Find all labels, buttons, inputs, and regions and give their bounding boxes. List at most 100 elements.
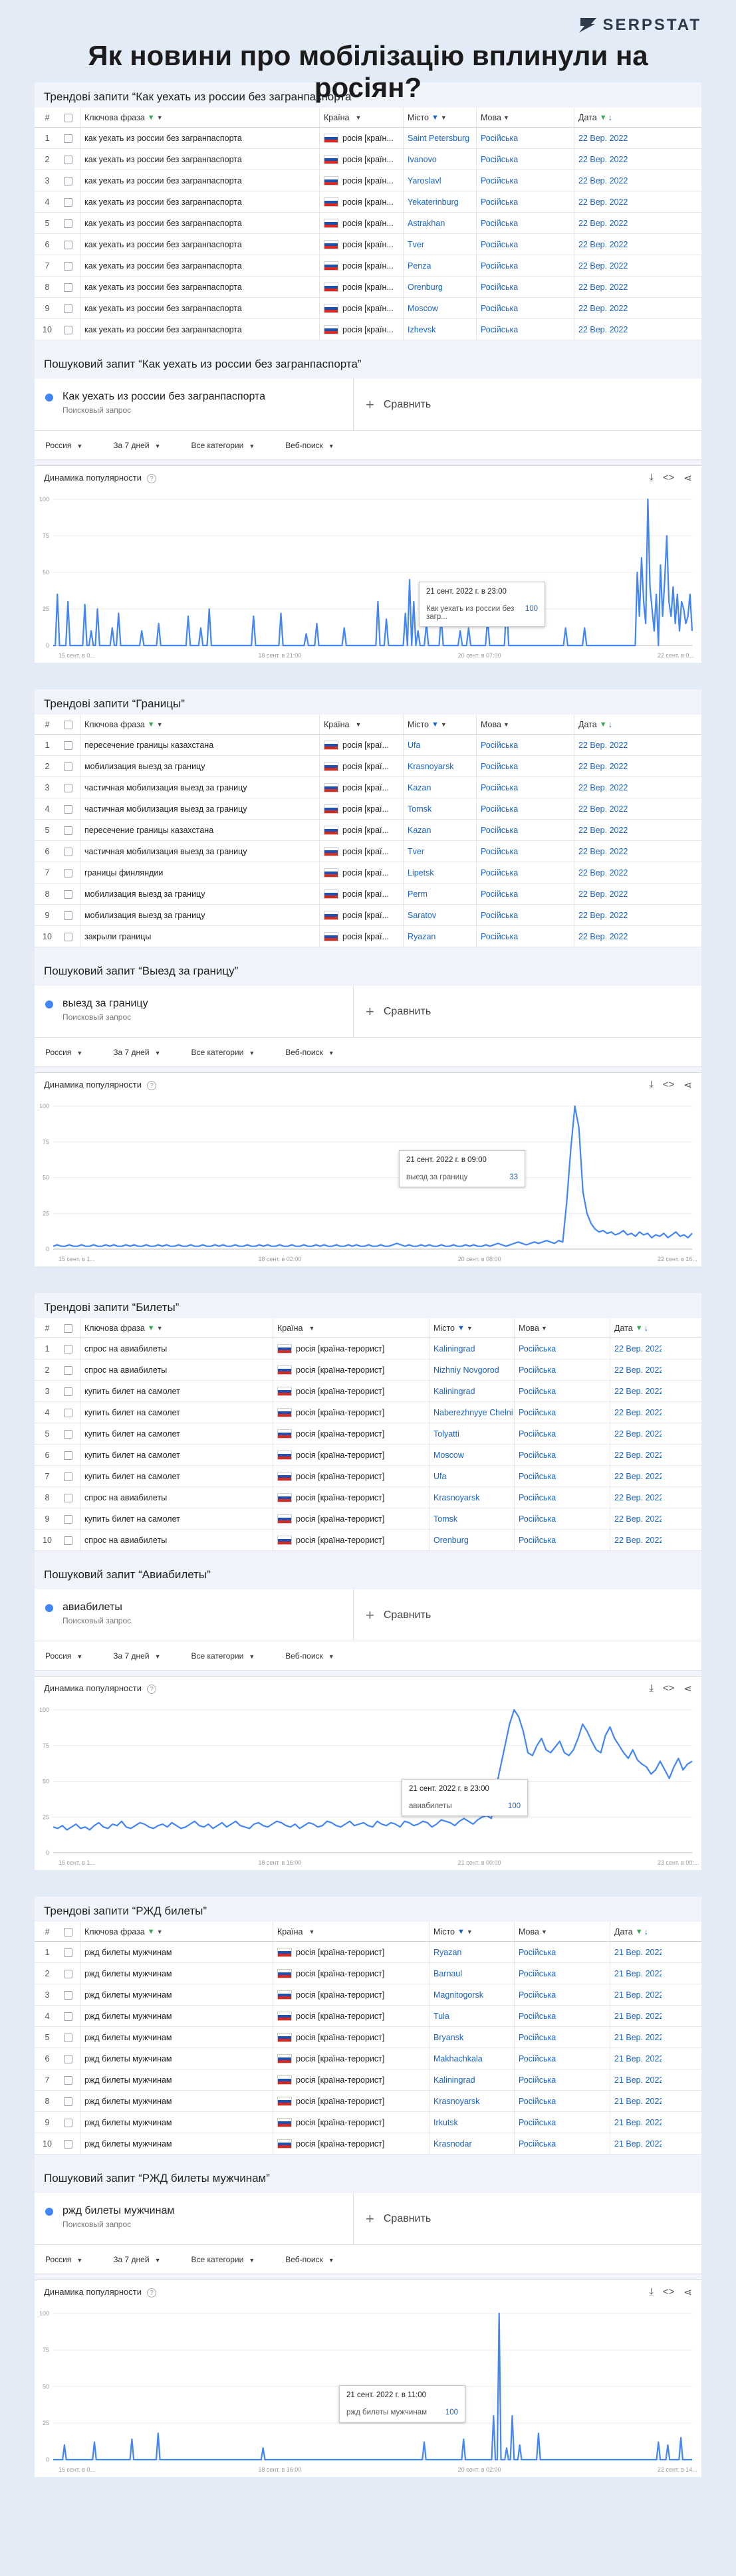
city-link[interactable]: Tver <box>403 841 476 862</box>
download-icon[interactable]: ⤓ <box>649 2286 654 2297</box>
filter-icon[interactable]: ▼ <box>635 1324 643 1332</box>
row-checkbox[interactable] <box>60 1386 80 1396</box>
language-link[interactable]: Російська <box>514 1423 610 1444</box>
chevron-down-icon[interactable]: ▼ <box>503 721 509 728</box>
filter-dropdown[interactable]: За 7 дней ▼ <box>113 441 160 450</box>
city-link[interactable]: Ivanovo <box>403 149 476 170</box>
language-link[interactable]: Російська <box>514 1381 610 1401</box>
col-country[interactable]: Країна ▼ <box>273 1318 429 1338</box>
filter-dropdown[interactable]: Веб-поиск ▼ <box>285 1048 334 1057</box>
row-checkbox[interactable] <box>60 846 80 856</box>
filter-dropdown[interactable]: Все категории ▼ <box>191 1651 255 1661</box>
row-checkbox[interactable] <box>60 804 80 814</box>
language-link[interactable]: Російська <box>514 1508 610 1529</box>
language-link[interactable]: Російська <box>514 1984 610 2005</box>
row-checkbox[interactable] <box>60 761 80 771</box>
row-checkbox[interactable] <box>60 782 80 792</box>
language-link[interactable]: Російська <box>514 2091 610 2111</box>
city-link[interactable]: Kazan <box>403 777 476 798</box>
city-link[interactable]: Penza <box>403 255 476 276</box>
compare-button[interactable]: + Сравнить <box>354 2193 443 2244</box>
filter-dropdown[interactable]: Россия ▼ <box>45 1048 82 1057</box>
language-link[interactable]: Російська <box>514 2133 610 2154</box>
chevron-down-icon[interactable]: ▼ <box>308 1928 315 1935</box>
language-link[interactable]: Російська <box>514 1942 610 1962</box>
language-link[interactable]: Російська <box>476 756 574 776</box>
filter-dropdown[interactable]: За 7 дней ▼ <box>113 1651 160 1661</box>
col-date[interactable]: Дата ▼ ↓ <box>574 715 635 734</box>
city-link[interactable]: Magnitogorsk <box>429 1984 514 2005</box>
col-language[interactable]: Мова ▼ <box>514 1318 610 1338</box>
city-link[interactable]: Lipetsk <box>403 862 476 883</box>
row-checkbox[interactable] <box>60 2032 80 2042</box>
language-link[interactable]: Російська <box>514 1530 610 1550</box>
city-link[interactable]: Orenburg <box>429 1530 514 1550</box>
row-checkbox[interactable] <box>60 2117 80 2127</box>
compare-button[interactable]: + Сравнить <box>354 379 443 430</box>
row-checkbox[interactable] <box>60 324 80 334</box>
share-icon[interactable]: ⋖ <box>683 1080 692 1091</box>
city-link[interactable]: Astrakhan <box>403 213 476 233</box>
filter-icon[interactable]: ▼ <box>431 113 439 122</box>
filter-icon[interactable]: ▼ <box>147 113 155 122</box>
row-checkbox[interactable] <box>60 218 80 228</box>
search-term[interactable]: Как уехать из россии без загранпаспорта … <box>35 379 354 430</box>
language-link[interactable]: Російська <box>476 883 574 904</box>
city-link[interactable]: Kaliningrad <box>429 1338 514 1359</box>
language-link[interactable]: Російська <box>476 319 574 340</box>
city-link[interactable]: Saratov <box>403 905 476 925</box>
city-link[interactable]: Krasnoyarsk <box>403 756 476 776</box>
filter-icon[interactable]: ▼ <box>599 113 607 122</box>
city-link[interactable]: Tomsk <box>403 798 476 819</box>
row-checkbox[interactable] <box>60 2053 80 2063</box>
city-link[interactable]: Tver <box>403 234 476 255</box>
select-all-checkbox[interactable] <box>60 1927 80 1936</box>
language-link[interactable]: Російська <box>476 820 574 840</box>
search-term[interactable]: авиабилеты Поисковый запрос <box>35 1589 354 1641</box>
col-country[interactable]: Країна ▼ <box>319 108 403 127</box>
filter-dropdown[interactable]: Веб-поиск ▼ <box>285 2255 334 2264</box>
embed-icon[interactable]: <> <box>662 1683 675 1694</box>
city-link[interactable]: Moscow <box>403 298 476 318</box>
language-link[interactable]: Російська <box>514 1487 610 1508</box>
filter-icon[interactable]: ▼ <box>599 720 607 729</box>
city-link[interactable]: Naberezhnyye Chelni <box>429 1402 514 1423</box>
col-country[interactable]: Країна ▼ <box>273 1922 429 1941</box>
share-icon[interactable]: ⋖ <box>683 473 692 484</box>
city-link[interactable]: Irkutsk <box>429 2112 514 2133</box>
city-link[interactable]: Saint Petersburg <box>403 128 476 148</box>
chevron-down-icon[interactable]: ▼ <box>355 721 362 728</box>
city-link[interactable]: Krasnoyarsk <box>429 1487 514 1508</box>
city-link[interactable]: Ryazan <box>403 926 476 947</box>
row-checkbox[interactable] <box>60 889 80 899</box>
row-checkbox[interactable] <box>60 1344 80 1353</box>
language-link[interactable]: Російська <box>476 149 574 170</box>
city-link[interactable]: Krasnoyarsk <box>429 2091 514 2111</box>
city-link[interactable]: Barnaul <box>429 1963 514 1984</box>
row-checkbox[interactable] <box>60 303 80 313</box>
language-link[interactable]: Російська <box>514 2069 610 2090</box>
row-checkbox[interactable] <box>60 1947 80 1957</box>
embed-icon[interactable]: <> <box>662 2286 675 2297</box>
help-icon[interactable]: ? <box>147 2288 156 2297</box>
language-link[interactable]: Російська <box>476 234 574 255</box>
row-checkbox[interactable] <box>60 1968 80 1978</box>
filter-dropdown[interactable]: Веб-поиск ▼ <box>285 441 334 450</box>
city-link[interactable]: Perm <box>403 883 476 904</box>
language-link[interactable]: Російська <box>514 1402 610 1423</box>
filter-icon[interactable]: ▼ <box>147 720 155 729</box>
download-icon[interactable]: ⤓ <box>649 1683 654 1694</box>
row-checkbox[interactable] <box>60 740 80 750</box>
city-link[interactable]: Ryazan <box>429 1942 514 1962</box>
filter-dropdown[interactable]: За 7 дней ▼ <box>113 1048 160 1057</box>
city-link[interactable]: Orenburg <box>403 277 476 297</box>
select-all-checkbox[interactable] <box>60 1323 80 1333</box>
filter-icon[interactable]: ▼ <box>457 1927 465 1936</box>
filter-dropdown[interactable]: За 7 дней ▼ <box>113 2255 160 2264</box>
row-checkbox[interactable] <box>60 154 80 164</box>
language-link[interactable]: Російська <box>476 926 574 947</box>
row-checkbox[interactable] <box>60 1990 80 2000</box>
filter-icon[interactable]: ▼ <box>147 1927 155 1936</box>
city-link[interactable]: Kazan <box>403 820 476 840</box>
help-icon[interactable]: ? <box>147 1685 156 1694</box>
